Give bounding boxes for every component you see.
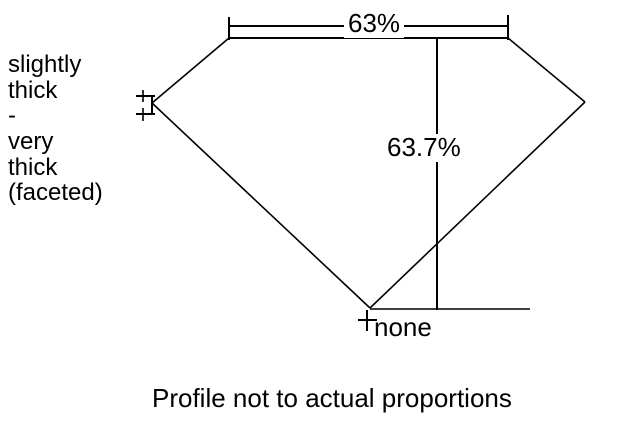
culet-label: none bbox=[374, 312, 432, 342]
pavilion-right-facet-line bbox=[369, 101, 586, 309]
crown-left-facet-line bbox=[151, 37, 230, 104]
diagram-caption: Profile not to actual proportions bbox=[152, 383, 512, 413]
table-percent-label: 63% bbox=[344, 9, 405, 38]
pavilion-left-facet-line bbox=[151, 102, 371, 309]
crown-right-facet-line bbox=[507, 37, 586, 103]
depth-percent-label: 63.7% bbox=[384, 133, 464, 162]
girdle-thickness-label: slightly thick - very thick (faceted) bbox=[8, 51, 103, 207]
culet-cross-marker bbox=[358, 310, 377, 331]
girdle-marker bbox=[136, 90, 155, 121]
